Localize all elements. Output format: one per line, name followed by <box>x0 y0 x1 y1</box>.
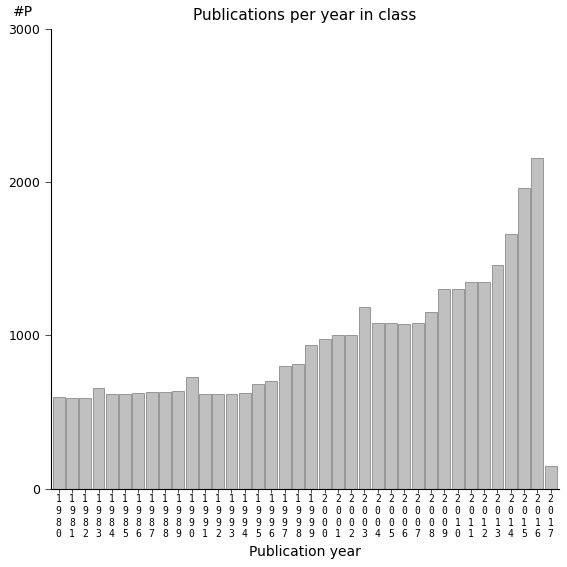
Bar <box>305 345 318 489</box>
Bar <box>451 289 464 489</box>
Bar <box>252 384 264 489</box>
Bar <box>531 158 543 489</box>
Bar <box>226 393 238 489</box>
Bar <box>119 394 131 489</box>
Bar <box>172 391 184 489</box>
Bar <box>265 382 277 489</box>
Bar <box>385 323 397 489</box>
Title: Publications per year in class: Publications per year in class <box>193 9 416 23</box>
Bar <box>425 312 437 489</box>
Bar <box>292 364 304 489</box>
Bar <box>492 265 503 489</box>
Bar <box>79 397 91 489</box>
Bar <box>159 392 171 489</box>
Bar <box>53 397 65 489</box>
Bar <box>212 395 224 489</box>
Bar <box>239 393 251 489</box>
Bar <box>199 393 211 489</box>
Bar <box>438 289 450 489</box>
Bar <box>66 397 78 489</box>
Bar <box>412 323 424 489</box>
Bar <box>319 339 331 489</box>
Bar <box>518 188 530 489</box>
Bar <box>146 392 158 489</box>
Bar <box>92 387 104 489</box>
Bar <box>505 234 517 489</box>
Bar <box>358 307 370 489</box>
Bar <box>332 336 344 489</box>
Bar <box>399 324 411 489</box>
Bar <box>345 335 357 489</box>
Bar <box>372 323 384 489</box>
Bar <box>106 395 118 489</box>
Bar <box>478 282 490 489</box>
Bar <box>133 393 145 489</box>
Bar <box>279 366 291 489</box>
Bar <box>545 466 557 489</box>
X-axis label: Publication year: Publication year <box>249 545 361 558</box>
Bar <box>465 282 477 489</box>
Bar <box>185 377 197 489</box>
Y-axis label: #P: #P <box>12 6 33 19</box>
